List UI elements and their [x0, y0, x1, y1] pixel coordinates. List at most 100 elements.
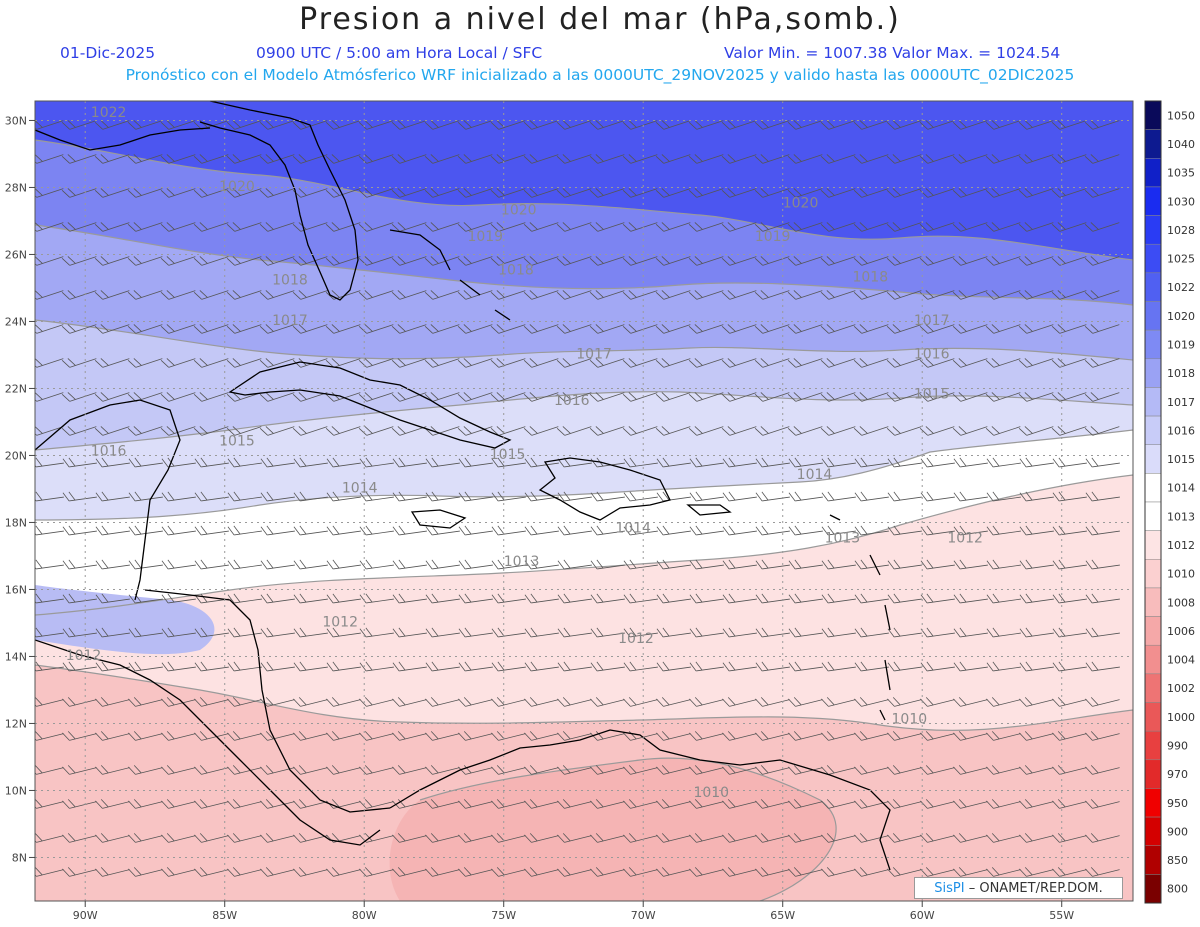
wind-barb: [787, 120, 823, 130]
wind-barb: [854, 559, 889, 570]
wind-barb: [952, 358, 988, 368]
wind-barb: [523, 358, 559, 368]
wind-barb: [491, 627, 526, 638]
wind-barb: [392, 491, 427, 502]
wind-barb: [821, 697, 856, 707]
wind-barb: [391, 222, 427, 232]
wind-barb: [755, 661, 790, 672]
wind-barb: [920, 867, 955, 877]
wind-barb: [1052, 525, 1087, 536]
wind-barb: [656, 833, 691, 843]
florida-coast: [199, 101, 359, 301]
wind-barb: [458, 559, 493, 570]
wind-barb: [227, 525, 262, 536]
wind-barb: [62, 661, 97, 672]
wind-barb: [1085, 627, 1120, 638]
wind-barb: [656, 765, 691, 775]
lat-label: 18N: [5, 516, 27, 529]
wind-barb: [589, 188, 625, 198]
wind-barb: [755, 833, 790, 843]
wind-barb: [325, 256, 361, 266]
wind-barb: [589, 222, 625, 232]
wind-barb: [260, 799, 295, 809]
colorbar-swatch: [1144, 358, 1162, 388]
wind-barb: [227, 491, 262, 502]
wind-barb: [326, 457, 361, 468]
wind-barb: [227, 765, 262, 775]
wind-barb: [1052, 867, 1087, 877]
band-1022: [35, 101, 1133, 260]
lon-label: 65W: [770, 909, 795, 922]
wind-barb: [722, 457, 757, 468]
wind-barb: [260, 833, 295, 843]
wind-barb: [986, 525, 1021, 536]
wind-barb: [821, 731, 856, 741]
colorbar-swatch: [1144, 702, 1162, 732]
wind-barb: [260, 867, 295, 877]
wind-barb: [589, 120, 625, 130]
wind-barb: [557, 559, 592, 570]
wind-barb: [1085, 661, 1120, 672]
wind-barb: [722, 525, 757, 536]
wind-barb: [985, 358, 1021, 368]
wind-barb: [359, 491, 394, 502]
wind-barb: [953, 559, 988, 570]
lat-label: 26N: [5, 248, 27, 261]
wind-barb: [952, 324, 988, 334]
wind-barb: [94, 222, 130, 232]
colorbar-swatch: [1144, 559, 1162, 589]
wind-barb: [952, 392, 988, 402]
wind-barb: [1052, 765, 1087, 775]
wind-barb: [688, 324, 724, 334]
wind-barb: [1019, 525, 1054, 536]
wind-barb: [557, 627, 592, 638]
wind-barb: [788, 491, 823, 502]
wind-barb: [259, 188, 295, 198]
wind-barb: [853, 256, 889, 266]
isobar-label: 1019: [755, 229, 791, 245]
wind-barb: [788, 697, 823, 707]
wind-barb: [622, 120, 658, 130]
wind-barb: [985, 120, 1021, 130]
wind-barb: [887, 593, 922, 604]
wind-barb: [391, 426, 427, 436]
wind-barb: [94, 154, 130, 164]
wind-barb: [193, 188, 229, 198]
wind-barb: [94, 392, 130, 402]
wind-barb: [226, 188, 262, 198]
wind-barb: [722, 799, 757, 809]
wind-barb: [424, 358, 460, 368]
wind-barb: [755, 457, 790, 468]
wind-barb: [1085, 765, 1120, 775]
wind-barb: [986, 833, 1021, 843]
wind-barb: [656, 593, 691, 604]
colorbar-level-label: 1040: [1167, 138, 1195, 151]
wind-barb: [557, 731, 592, 741]
plot-frame: [34, 100, 1134, 902]
wind-barb: [920, 559, 955, 570]
wind-barb: [557, 525, 592, 536]
wind-barb: [194, 697, 229, 707]
wind-barb: [61, 154, 97, 164]
lat-label: 14N: [5, 650, 27, 663]
wind-barb: [754, 324, 790, 334]
wind-barb: [721, 426, 757, 436]
wind-barb: [127, 120, 163, 130]
isobar-label: 1016: [554, 393, 590, 409]
wind-barb: [62, 867, 97, 877]
wind-barb: [194, 833, 229, 843]
wind-barb: [293, 627, 328, 638]
wind-barb: [623, 491, 658, 502]
wind-barb: [820, 324, 856, 334]
wind-barb: [953, 697, 988, 707]
wind-barb: [886, 256, 922, 266]
wind-barb: [590, 593, 625, 604]
wind-barb: [688, 222, 724, 232]
wind-barb: [1085, 833, 1120, 843]
wind-barb: [128, 867, 163, 877]
colorbar-swatch: [1144, 673, 1162, 703]
colorbar-swatch: [1144, 644, 1162, 675]
south-america-coast: [389, 729, 891, 871]
isobar-label: 1016: [91, 443, 127, 459]
wind-barb: [524, 867, 559, 877]
